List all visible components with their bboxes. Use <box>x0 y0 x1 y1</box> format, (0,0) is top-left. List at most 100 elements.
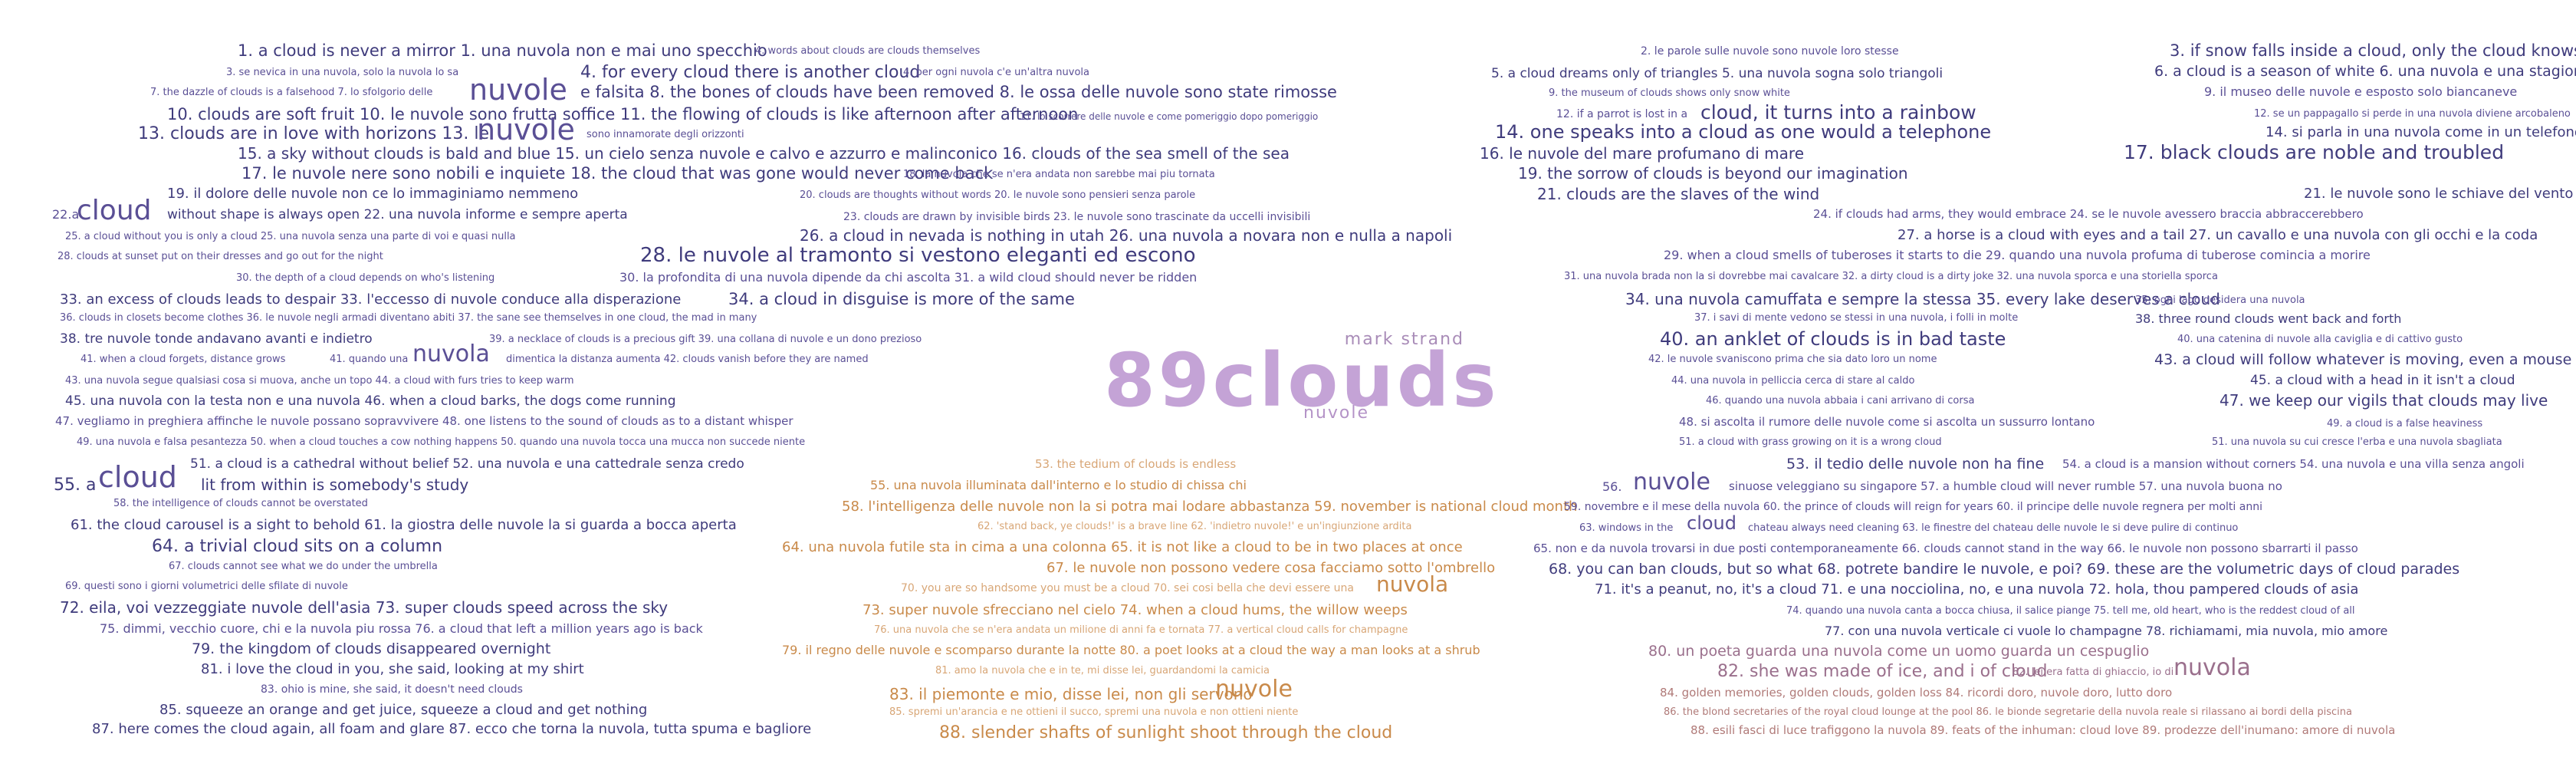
poem-line: lit from within is somebody's study <box>201 476 469 494</box>
poem-line: nuvola <box>412 341 490 367</box>
poem-line: 14. one speaks into a cloud as one would… <box>1495 121 1992 143</box>
poem-line: 58. the intelligence of clouds cannot be… <box>113 498 368 509</box>
poem-line: 87. here comes the cloud again, all foam… <box>92 721 812 737</box>
poem-line: 18. la nuvola che se n'era andata non sa… <box>903 169 1215 180</box>
poem-line: 76. una nuvola che se n'era andata un mi… <box>874 624 1408 636</box>
poem-line: 28. clouds at sunset put on their dresse… <box>58 251 383 262</box>
poem-line: 7. the dazzle of clouds is a falsehood 7… <box>150 87 433 98</box>
poem-line: 45. a cloud with a head in it isn't a cl… <box>2250 373 2515 388</box>
poem-line: 35. ogni lago desidera una nuvola <box>2135 295 2305 306</box>
poem-line: 55. a <box>54 476 97 495</box>
poem-line: 16. le nuvole del mare profumano di mare <box>1480 144 1804 163</box>
poem-line: cloud, it turns into a rainbow <box>1700 101 1976 123</box>
poem-line: 64. a trivial cloud sits on a column <box>152 537 443 556</box>
poem-line: 82. she was made of ice, and i of cloud <box>1717 662 2048 681</box>
poem-line: 4. words about clouds are clouds themsel… <box>755 45 981 57</box>
poem-line: 68. you can ban clouds, but so what 68. … <box>1549 561 2460 578</box>
poem-line: 61. the cloud carousel is a sight to beh… <box>71 517 737 533</box>
title-block: mark strand 89clouds nuvole <box>1104 330 1497 423</box>
poem-line: 63. windows in the <box>1579 522 1674 534</box>
poem-line: 19. il dolore delle nuvole non ce lo imm… <box>167 186 579 202</box>
poem-line: 54. a cloud is a mansion without corners… <box>2062 457 2525 471</box>
poem-line: 51. una nuvola su cui cresce l'erba e un… <box>2212 436 2502 448</box>
poem-line: 83. ohio is mine, she said, it doesn't n… <box>261 683 523 696</box>
poem-line: 67. clouds cannot see what we do under t… <box>169 561 438 572</box>
poem-line: 3. se nevica in una nuvola, solo la nuvo… <box>226 67 459 78</box>
poem-line: 74. quando una nuvola canta a bocca chiu… <box>1786 605 2355 617</box>
poem-line: 51. a cloud with grass growing on it is … <box>1679 436 1942 448</box>
poem-line: 29. when a cloud smells of tuberoses it … <box>1664 248 2371 262</box>
poem-line: 34. una nuvola camuffata e sempre la ste… <box>1625 290 2220 308</box>
poem-line: nuvole <box>477 113 575 146</box>
poem-line: 37. i savi di mente vedono se stessi in … <box>1694 312 2019 324</box>
poem-line: 12. se un pappagallo si perde in una nuv… <box>2254 108 2571 120</box>
poem-line: 70. you are so handsome you must be a cl… <box>901 582 1354 594</box>
poem-line: 39. a necklace of clouds is a precious g… <box>489 334 922 345</box>
poem-line: 81. amo la nuvola che e in te, mi disse … <box>935 665 1270 676</box>
poem-line: 48. si ascolta il rumore delle nuvole co… <box>1679 415 2095 429</box>
poem-line: nuvole <box>1215 676 1293 703</box>
poem-line: 21. le nuvole sono le schiave del vento <box>2304 186 2574 202</box>
poem-line: 15. a sky without clouds is bald and blu… <box>238 144 1290 163</box>
poem-line: 67. le nuvole non possono vedere cosa fa… <box>1046 560 1496 576</box>
poem-line: 3. if snow falls inside a cloud, only th… <box>2170 41 2576 60</box>
poem-line: 28. le nuvole al tramonto si vestono ele… <box>640 244 1196 267</box>
poem-line: 1. a cloud is never a mirror 1. una nuvo… <box>238 41 767 60</box>
poem-line: 36. clouds in closets become clothes 36.… <box>60 312 757 324</box>
poem-line: 17. le nuvole nere sono nobili e inquiet… <box>242 164 994 183</box>
poem-line: 59. novembre e il mese della nuvola 60. … <box>1564 501 2262 513</box>
poem-line: 84. golden memories, golden clouds, gold… <box>1660 686 2173 700</box>
poem-line: 30. la profondita di una nuvola dipende … <box>619 270 1198 285</box>
poem-line: 85. spremi un'arancia e ne ottieni il su… <box>889 706 1299 718</box>
poem-line: 83. il piemonte e mio, disse lei, non gl… <box>889 685 1253 703</box>
poem-line: 46. quando una nuvola abbaia i cani arri… <box>1706 395 1975 407</box>
poem-line: 31. una nuvola brada non la si dovrebbe … <box>1564 271 2218 282</box>
poem-line: 73. super nuvole sfrecciano nel cielo 74… <box>863 602 1408 618</box>
author-name: mark strand <box>1344 330 1464 349</box>
poem-line: 79. il regno delle nuvole e scomparso du… <box>782 643 1480 657</box>
poem-line: 11. lo scorrere delle nuvole e come pome… <box>1020 111 1319 122</box>
poem-line: 5. a cloud dreams only of triangles 5. u… <box>1491 66 1944 81</box>
poem-line: sinuose veleggiano su singapore 57. a hu… <box>1729 479 2282 493</box>
poem-line: e falsita 8. the bones of clouds have be… <box>580 83 1337 101</box>
poem-line: 45. una nuvola con la testa non e una nu… <box>65 393 676 409</box>
poem-line: 12. if a parrot is lost in a <box>1556 108 1688 120</box>
poem-line: sono innamorate degli orizzonti <box>586 129 744 140</box>
poem-line: 38. tre nuvole tonde andavano avanti e i… <box>60 331 373 347</box>
poem-title: 89clouds <box>1104 337 1500 423</box>
poem-line: 65. non e da nuvola trovarsi in due post… <box>1533 542 2358 555</box>
poem-line: 62. 'stand back, ye clouds!' is a brave … <box>978 521 1412 532</box>
poem-line: 47. we keep our vigils that clouds may l… <box>2220 391 2548 410</box>
poem-line: 49. una nuvola e falsa pesantezza 50. wh… <box>77 436 806 448</box>
poem-line: 43. una nuvola segue qualsiasi cosa si m… <box>65 375 574 387</box>
poem-line: 71. it's a peanut, no, it's a cloud 71. … <box>1595 581 2359 597</box>
poem-line: 86. the blond secretaries of the royal c… <box>1664 706 2352 718</box>
poem-line: 4. per ogni nuvola c'e un'altra nuvola <box>903 67 1090 78</box>
poem-line: 79. the kingdom of clouds disappeared ov… <box>192 640 551 657</box>
poem-line: 33. an excess of clouds leads to despair… <box>60 291 682 308</box>
poem-line: 9. the museum of clouds shows only snow … <box>1549 87 1790 99</box>
poem-line: 64. una nuvola futile sta in cima a una … <box>782 539 1463 555</box>
poem-line: without shape is always open 22. una nuv… <box>167 207 628 222</box>
poem-line: 56. <box>1602 479 1622 494</box>
poem-line: nuvola <box>2174 654 2251 681</box>
poem-line: 2. le parole sulle nuvole sono nuvole lo… <box>1641 45 1899 58</box>
poem-line: 43. a cloud will follow whatever is movi… <box>2154 351 2572 368</box>
poem-line: 34. a cloud in disguise is more of the s… <box>728 290 1075 308</box>
poem-line: 75. dimmi, vecchio cuore, chi e la nuvol… <box>100 621 703 636</box>
poem-line: 22.a <box>52 207 80 222</box>
poem-line: 49. a cloud is a false heaviness <box>2327 418 2483 430</box>
poem-line: 81. i love the cloud in you, she said, l… <box>201 661 584 677</box>
poem-line: 27. a horse is a cloud with eyes and a t… <box>1898 227 2538 243</box>
poem-line: 25. a cloud without you is only a cloud … <box>65 231 516 242</box>
poem-line: 9. il museo delle nuvole e esposto solo … <box>2204 84 2518 99</box>
poem-line: chateau always need cleaning 63. le fine… <box>1748 522 2239 534</box>
poem-line: cloud <box>77 195 152 226</box>
poem-line: 55. una nuvola illuminata dall'interno e… <box>870 478 1247 492</box>
poem-line: 82. lei era fatta di ghiaccio, io di <box>2013 667 2174 678</box>
poem-line: 80. un poeta guarda una nuvola come un u… <box>1648 643 2150 660</box>
poem-subtitle: nuvole <box>1303 403 1370 423</box>
poem-line: 30. the depth of a cloud depends on who'… <box>236 272 495 284</box>
poem-line: 53. il tedio delle nuvole non ha fine <box>1786 456 2045 472</box>
poem-line: 23. clouds are drawn by invisible birds … <box>843 211 1311 223</box>
